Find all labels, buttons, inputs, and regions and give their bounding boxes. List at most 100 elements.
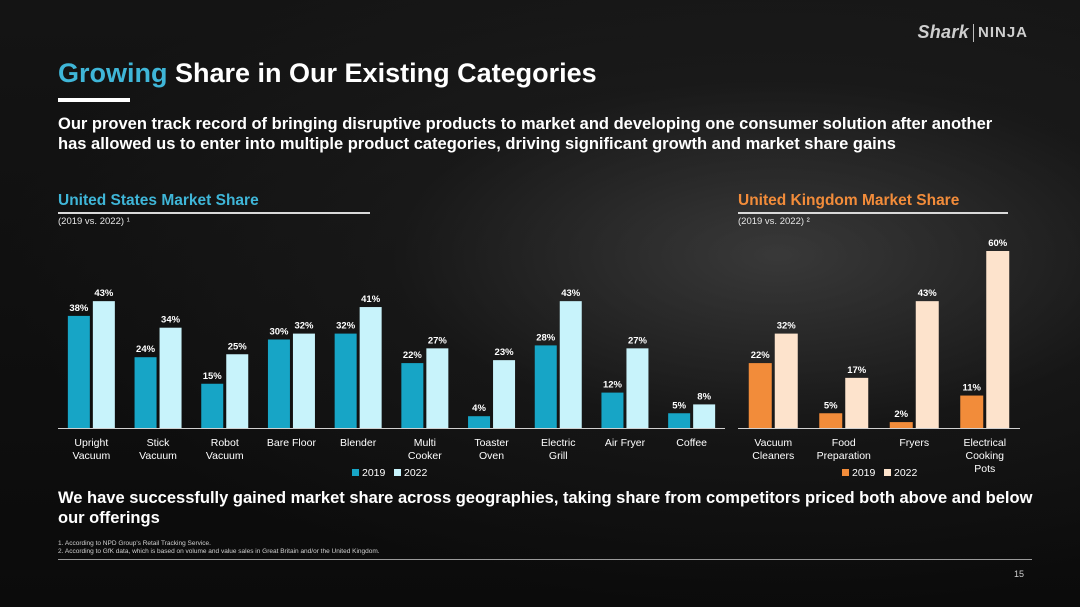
uk-legend-swatch-2022 xyxy=(884,469,891,476)
us-category-label-4: Blender xyxy=(340,437,377,449)
us-data-label-2019-8: 12% xyxy=(603,380,623,391)
us-bar-2022-0 xyxy=(92,301,115,428)
us-category-label-9: Coffee xyxy=(676,437,707,449)
us-bar-2022-6 xyxy=(493,360,516,428)
us-chart-title: United States Market Share xyxy=(58,192,259,209)
us-bar-2022-3 xyxy=(292,333,315,428)
uk-chart-subtitle: (2019 vs. 2022) ² xyxy=(738,216,810,227)
footer-rule xyxy=(58,559,1032,560)
us-bar-2019-3 xyxy=(267,339,290,428)
footnote-1: 1. According to NPD Group's Retail Track… xyxy=(58,540,211,547)
us-bar-2019-9 xyxy=(668,413,691,428)
us-bar-2022-7 xyxy=(559,301,582,428)
us-bar-2019-6 xyxy=(468,416,491,428)
us-data-label-2019-4: 32% xyxy=(336,321,356,332)
us-data-label-2022-1: 34% xyxy=(161,315,181,326)
us-data-label-2022-3: 32% xyxy=(294,321,314,332)
uk-data-label-2019-3: 11% xyxy=(963,383,982,394)
us-bar-2019-5 xyxy=(401,363,424,428)
us-data-label-2022-7: 43% xyxy=(561,288,581,299)
us-category-label-2: Robot Vacuum xyxy=(206,437,244,462)
uk-data-label-2022-0: 32% xyxy=(777,321,797,332)
uk-legend-label-2019: 2019 xyxy=(852,467,876,479)
logo-divider xyxy=(972,23,974,42)
uk-category-label-0: Vacuum Cleaners xyxy=(752,437,794,462)
uk-category-label-3: Electrical Cooking Pots xyxy=(963,437,1006,475)
us-bar-2022-5 xyxy=(426,348,449,428)
uk-category-label-2: Fryers xyxy=(899,437,929,449)
uk-data-label-2019-1: 5% xyxy=(824,400,838,411)
us-data-label-2022-8: 27% xyxy=(628,335,648,346)
logo-shark-text: Shark xyxy=(917,22,969,42)
uk-title-rule xyxy=(738,212,1008,214)
us-bar-2022-9 xyxy=(693,404,716,428)
us-data-label-2022-5: 27% xyxy=(428,335,448,346)
uk-bar-2019-2 xyxy=(889,422,913,428)
us-bar-2022-1 xyxy=(159,327,182,428)
uk-data-label-2022-1: 17% xyxy=(847,365,867,376)
us-data-label-2022-4: 41% xyxy=(361,294,381,305)
us-chart-subtitle: (2019 vs. 2022) ¹ xyxy=(58,216,130,227)
us-category-label-0: Upright Vacuum xyxy=(72,437,110,462)
us-category-label-1: Stick Vacuum xyxy=(139,437,177,462)
us-bar-2022-4 xyxy=(359,307,382,428)
us-data-label-2019-9: 5% xyxy=(672,400,686,411)
us-legend-label-2019: 2019 xyxy=(362,467,386,479)
us-legend-label-2022: 2022 xyxy=(404,467,428,479)
footnotes: 1. According to NPD Group's Retail Track… xyxy=(58,540,380,556)
us-data-label-2022-6: 23% xyxy=(495,347,515,358)
us-data-label-2019-3: 30% xyxy=(269,327,289,338)
us-category-label-5: Multi Cooker xyxy=(408,437,442,462)
page-title: Growing Share in Our Existing Categories xyxy=(58,58,597,89)
uk-data-label-2022-3: 60% xyxy=(988,238,1008,249)
us-bar-2022-8 xyxy=(626,348,649,428)
page-number: 15 xyxy=(1013,569,1024,579)
us-bar-chart: 38% 43% Upright Vacuum 24% 34% Stick Vacuum 15% 2… xyxy=(58,288,725,479)
us-data-label-2019-6: 4% xyxy=(472,403,486,414)
uk-bar-2022-1 xyxy=(845,377,869,428)
title-underline xyxy=(58,98,130,102)
uk-bar-2022-3 xyxy=(986,251,1010,428)
uk-data-label-2019-2: 2% xyxy=(894,409,908,420)
summary-text: We have successfully gained market share… xyxy=(58,489,1033,527)
uk-legend-label-2022: 2022 xyxy=(894,467,918,479)
us-data-label-2019-1: 24% xyxy=(136,344,156,355)
us-bar-2019-2 xyxy=(201,383,224,428)
us-bar-2019-8 xyxy=(601,392,624,428)
uk-bar-2022-0 xyxy=(774,333,798,428)
uk-data-label-2019-0: 22% xyxy=(751,350,771,361)
uk-chart-title: United Kingdom Market Share xyxy=(738,192,960,209)
intro-text: Our proven track record of bringing disr… xyxy=(58,115,993,153)
title-accent: Growing xyxy=(58,58,168,88)
us-data-label-2019-2: 15% xyxy=(203,371,223,382)
uk-legend-swatch-2019 xyxy=(842,469,849,476)
footnote-2: 2. According to GfK data, which is based… xyxy=(58,548,380,555)
uk-data-label-2022-2: 43% xyxy=(918,288,938,299)
us-category-label-8: Air Fryer xyxy=(605,437,646,449)
us-bar-2019-7 xyxy=(534,345,557,428)
uk-bar-2019-0 xyxy=(748,363,772,428)
us-data-label-2019-5: 22% xyxy=(403,350,423,361)
logo-ninja-text: NINJA xyxy=(977,24,1028,41)
uk-category-label-1: Food Preparation xyxy=(817,437,871,462)
us-category-label-7: Electric Grill xyxy=(541,437,575,462)
us-bar-2019-0 xyxy=(67,315,90,428)
us-legend-swatch-2019 xyxy=(352,469,359,476)
us-data-label-2019-0: 38% xyxy=(69,303,89,314)
uk-bar-2019-1 xyxy=(819,413,843,428)
us-legend-swatch-2022 xyxy=(394,469,401,476)
us-bar-2022-2 xyxy=(226,354,249,428)
us-title-rule xyxy=(58,212,370,214)
sharkninja-logo: Shark NINJA xyxy=(917,22,1028,43)
us-category-label-3: Bare Floor xyxy=(267,437,317,449)
uk-bar-2022-2 xyxy=(915,301,939,428)
us-data-label-2022-0: 43% xyxy=(94,288,114,299)
us-data-label-2019-7: 28% xyxy=(536,332,556,343)
us-data-label-2022-9: 8% xyxy=(697,391,711,402)
uk-bar-chart: 22% 32% Vacuum Cleaners 5% 17% Food Preparation… xyxy=(738,238,1020,479)
uk-bar-2019-3 xyxy=(960,395,984,428)
title-rest: Share in Our Existing Categories xyxy=(167,58,597,88)
us-category-label-6: Toaster Oven xyxy=(474,437,509,462)
